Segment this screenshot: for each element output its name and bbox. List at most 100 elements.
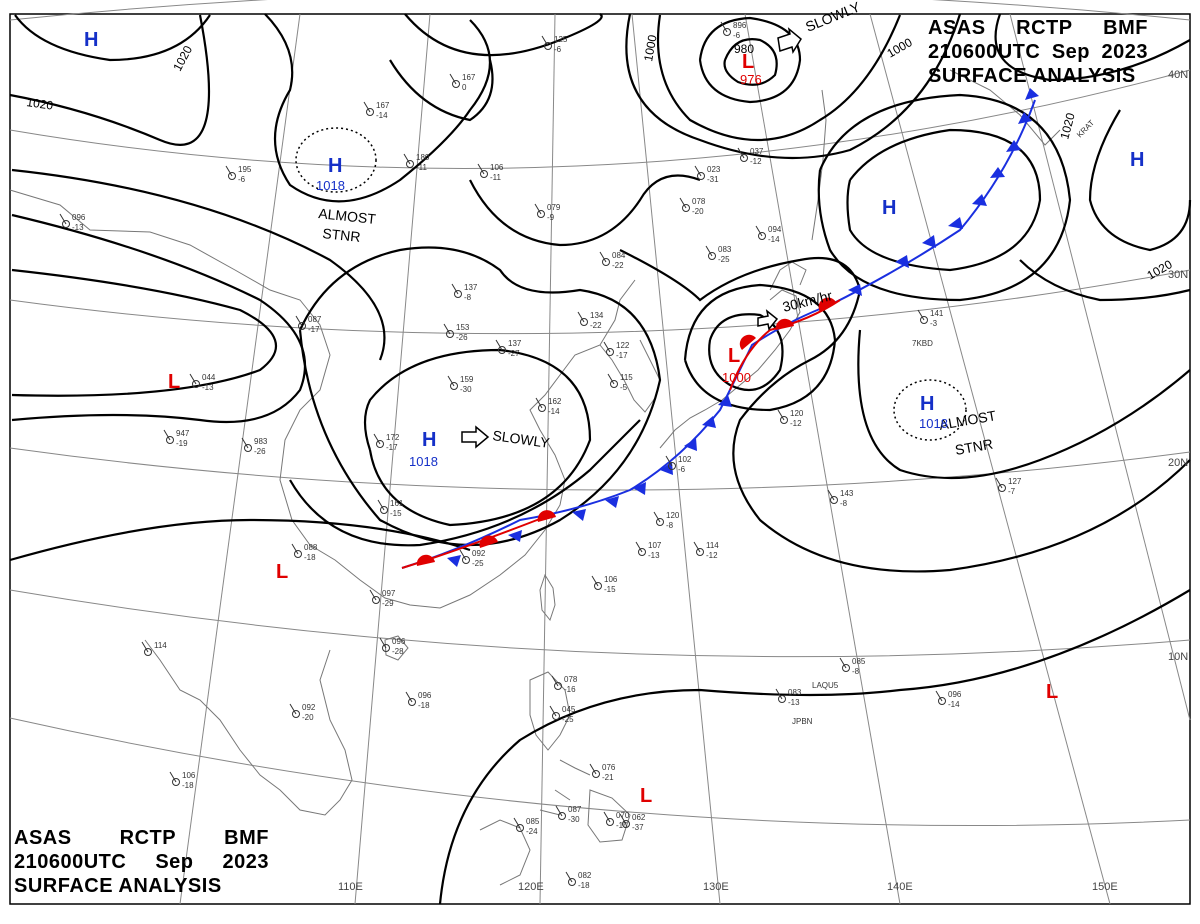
coast-korea [599,339,661,413]
station-tendency: -19 [176,439,188,448]
header-year: 2023 [1101,41,1148,63]
wind-barb-icon [369,589,377,601]
isobar-mid-1 [469,174,701,247]
station-id: JPBN [792,717,813,726]
arrow-icon-30kmhr [757,309,779,331]
station-tendency: -26 [254,447,266,456]
station-tendency: -30 [568,815,580,824]
parallel-0n [9,717,1191,827]
station-pressure: 162 [548,397,562,406]
isobars [9,13,1192,905]
isobar-1000-ne [625,13,962,160]
cold-front-pip [922,235,936,248]
station-tendency: -17 [308,325,320,334]
station-circle-icon [656,518,664,526]
station-tendency: -12 [750,157,762,166]
cold-front-pip [1006,140,1021,152]
header-title: SURFACE ANALYSIS [928,65,1136,87]
wind-barb-icon [777,409,785,421]
station-pressure: 085 [852,657,866,666]
station-plot: 096-13 [59,213,86,232]
wind-barb-icon [635,541,643,553]
station-tendency: -20 [692,207,704,216]
station-plot: 062-37 [619,813,646,832]
isobar-west-band-1 [11,168,386,361]
station-pressure: 083 [788,688,802,697]
header-line-2: 210600UTC Sep 2023 [14,850,269,874]
station-pressure: 083 [718,245,732,254]
isobar-low-980 [723,38,778,86]
isobar-west-band-3 [11,268,278,397]
header-line-2: 210600UTC Sep 2023 [928,40,1148,64]
low-center-value: 1000 [722,370,751,385]
station-plot: 092-25 [459,549,486,568]
isobar-south-2 [9,518,471,562]
station-plot: 106-18 [169,771,196,790]
station-plot: 096-14 [935,690,962,709]
coast-sakhalin [811,89,827,241]
station-plot: 143-8 [827,489,854,508]
wind-barb-icon [59,213,67,225]
station-pressure: 087 [308,315,322,324]
cold-front-pip [718,395,732,407]
station-plot: 159-30 [447,375,474,394]
station-plot: 106-11 [477,163,504,182]
station-circle-icon [498,346,506,354]
station-circle-icon [580,318,588,326]
station-pressure: 106 [490,163,504,172]
isobar-pacific-high-1 [846,128,1042,272]
station-circle-icon [516,824,524,832]
station-pressure: 062 [632,813,646,822]
station-circle-icon [172,778,180,786]
wind-barb-icon [449,73,457,85]
isobar-nw-high [14,14,211,62]
station-pressure: 115 [620,373,633,382]
header-month: Sep [1051,41,1091,63]
coast-mindanao [587,789,631,843]
warm-front-semicircles [416,297,836,566]
station-tendency: -3 [930,319,938,328]
high-center-value: 1018 [919,416,948,431]
station-pressure: 114 [154,641,167,650]
station-plot: 137-27 [495,339,522,358]
wind-barb-icon [549,705,557,717]
wind-barb-icon [694,165,702,177]
station-plot: 107-13 [635,541,662,560]
wind-barb-icon [827,489,835,501]
station-circle-icon [380,506,388,514]
station-tendency: -12 [706,551,718,560]
cold-front-pip [1018,112,1032,124]
wind-barb-icon [591,575,599,587]
station-plot: 045-25 [549,705,576,724]
station-id: LAQU5 [812,681,839,690]
station-plot: 172-17 [373,433,400,452]
lat-label: 40N [1168,69,1188,81]
cold-front-pip [508,530,522,542]
station-circle-icon [558,812,566,820]
station-circle-icon [780,416,788,424]
low-center-letter: L [728,345,740,367]
station-tendency: -18 [578,881,590,890]
station-tendency: -24 [526,827,538,836]
wind-barb-icon [607,373,615,385]
station-tendency: -5 [620,383,628,392]
station-tendency: -6 [238,175,246,184]
isobar-mid-2 [404,13,603,57]
low-center-letter: L [742,51,754,73]
high-center-letter: H [1130,149,1144,171]
wind-barb-icon [291,543,299,555]
station-tendency: -14 [376,111,388,120]
header-station: RCTP [1016,17,1073,39]
cold-front-pip [702,416,716,428]
header-code: BMF [1103,17,1148,39]
station-circle-icon [192,380,200,388]
station-tendency: -16 [564,685,576,694]
station-circle-icon [568,878,576,886]
station-circle-icon [450,382,458,390]
station-plot: 122-17 [603,341,630,360]
station-tendency: -20 [302,713,314,722]
cold-front-pip [848,284,862,296]
low-center-value: 976 [740,72,762,87]
low-center-letter: L [168,371,180,393]
warm-front-pip [416,554,435,566]
